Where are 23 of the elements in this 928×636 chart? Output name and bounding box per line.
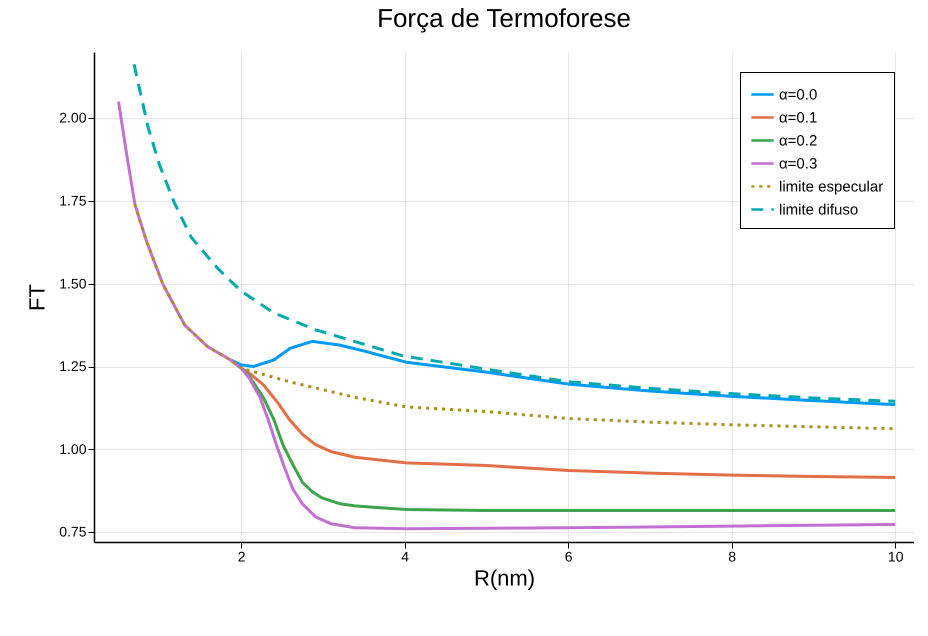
legend-label: limite difuso [779,202,858,218]
chart-title: Força de Termoforese [377,3,631,33]
y-tick-label: 1.00 [59,440,87,457]
legend-label: α=0.3 [779,156,818,172]
x-tick-label: 8 [728,548,736,564]
y-tick-label: 2.00 [59,110,87,126]
x-tick-label: 6 [564,548,573,564]
line-series [229,340,897,406]
y-tick-label: 0.75 [59,524,87,540]
y-tick-label: 1.25 [59,358,87,374]
y-axis-title: FT [24,284,50,311]
legend-label: α=0.0 [779,86,818,104]
legend-label: limite especular [779,178,884,196]
x-axis-title: R(nm) [474,566,536,590]
y-tick-label: 1.50 [59,275,87,292]
x-tick-label: 2 [238,548,246,564]
x-tick-label: 4 [401,548,410,564]
legend-label: α=0.1 [779,110,818,126]
y-tick-label: 1.75 [59,192,87,208]
line-series [132,62,897,403]
line-series [117,100,897,530]
legend-label: α=0.2 [779,132,818,150]
x-tick-label: 10 [888,548,904,564]
